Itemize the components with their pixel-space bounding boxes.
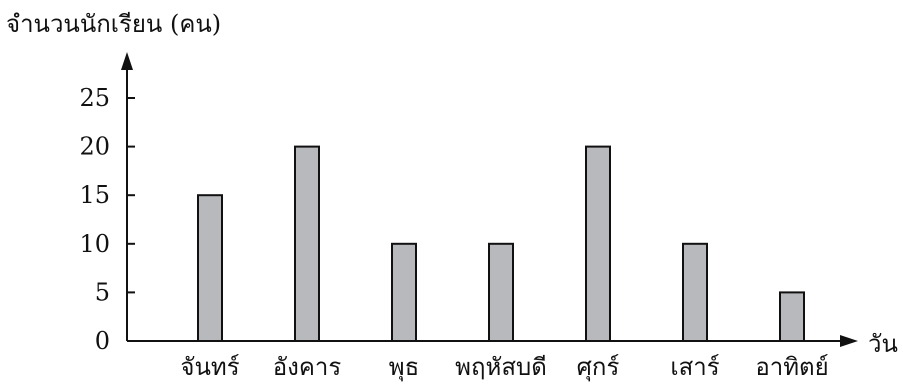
- bar: [488, 242, 514, 342]
- x-category-label: อังคาร: [273, 353, 342, 381]
- x-axis-title: วัน: [868, 330, 898, 358]
- y-tick-label: 25: [79, 84, 110, 112]
- y-axis-title: จำนวนนักเรียน (คน): [6, 10, 221, 38]
- x-category-label: อาทิตย์: [755, 353, 828, 381]
- bar: [779, 291, 805, 342]
- y-tick-label: 15: [79, 181, 110, 209]
- x-category-label: เสาร์: [670, 353, 719, 381]
- bar: [391, 242, 417, 342]
- x-category-label: พฤหัสบดี: [455, 353, 547, 381]
- y-tick-label: 20: [79, 133, 110, 161]
- bar: [682, 242, 708, 342]
- bar: [294, 145, 320, 342]
- x-category-label: จันทร์: [180, 353, 239, 381]
- bars: [197, 145, 805, 342]
- y-tick-label: 5: [95, 278, 110, 306]
- y-tick-label: 0: [95, 327, 110, 355]
- y-tick-label: 10: [79, 230, 110, 258]
- x-category-labels: จันทร์ อังคาร พุธ พฤหัสบดี ศุกร์ เสาร์ อาทิตย์: [180, 353, 828, 382]
- x-category-label: พุธ: [389, 353, 419, 382]
- y-axis-arrowhead: [121, 52, 133, 70]
- bar: [585, 145, 611, 342]
- bar: [197, 194, 223, 342]
- y-ticks: 0 5 10 15 20 25: [79, 84, 135, 355]
- x-category-label: ศุกร์: [577, 353, 620, 382]
- x-axis-arrowhead: [840, 335, 858, 347]
